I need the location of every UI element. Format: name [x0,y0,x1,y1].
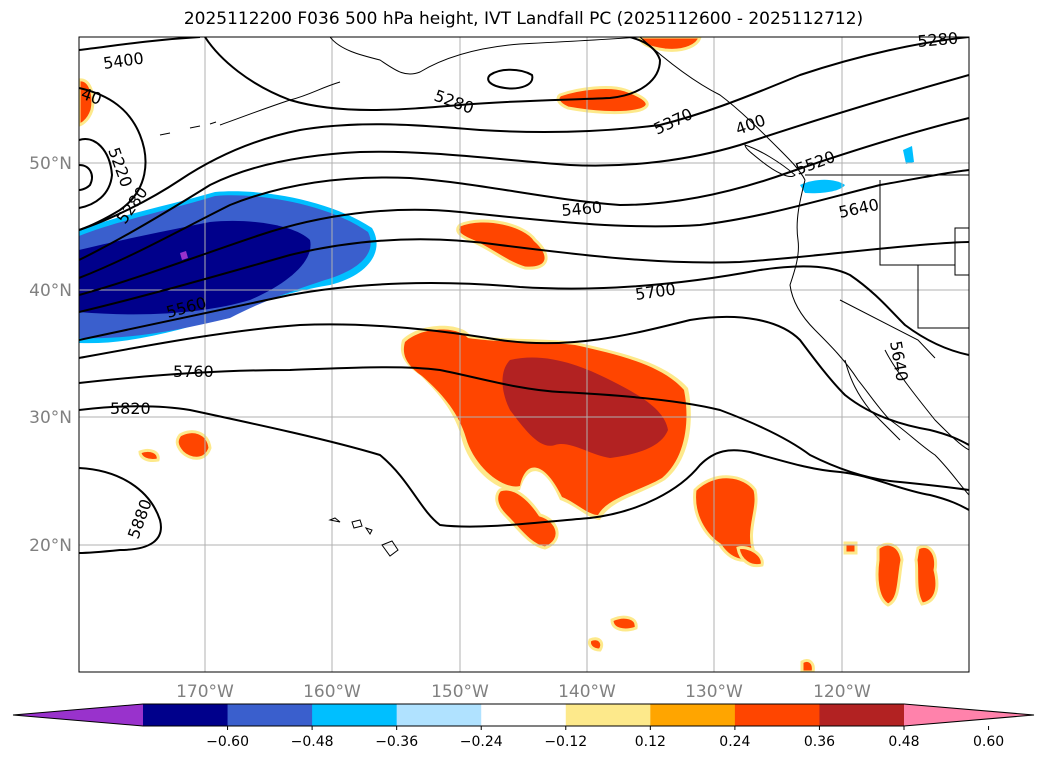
height-contours [79,37,969,554]
ivt-positive-patch [875,542,904,607]
ivt-positive-patch [138,448,160,462]
map-title: 2025112200 F036 500 hPa height, IVT Land… [183,9,864,29]
lon-label: 130°W [685,682,743,702]
ivt-negative-patch [800,179,845,194]
ivt-positive-patch [800,658,815,672]
colorbar-segment [734,704,820,726]
colorbar-segment [819,704,905,726]
lon-label: 160°W [303,682,361,702]
lon-labels: 170°W 160°W 150°W 140°W 130°W 120°W [176,682,871,702]
lat-label: 20°N [29,536,72,556]
colorbar-segment [650,704,736,726]
colorbar-segment [396,704,482,726]
lon-label: 150°W [431,682,489,702]
colorbar-tick-label: −0.36 [375,734,418,750]
ivt-positive-patch [495,487,559,550]
lon-label: 120°W [813,682,871,702]
colorbar-tick-label: 0.24 [719,734,750,750]
colorbar-tick-label: 0.36 [804,734,835,750]
colorbar-segment [227,704,313,726]
gridlines [79,37,969,672]
map-frame [78,36,970,673]
colorbar-extend-high [904,704,1034,726]
colorbar-segment [312,704,398,726]
ivt-positive-patch [610,615,638,632]
lat-label: 30°N [29,408,72,428]
colorbar-tick-label: −0.60 [206,734,249,750]
colorbar-outline [12,703,1035,727]
colorbar-tick-label: −0.12 [544,734,587,750]
colorbar-tick-label: 0.12 [635,734,666,750]
ivt-negative-purple-spot [180,251,188,260]
colorbar-extend-low [13,704,143,726]
lon-label: 140°W [558,682,616,702]
lat-labels: 50°N 40°N 30°N 20°N [29,154,72,556]
contour-label: 5460 [561,198,603,220]
contour-label: 5280 [917,29,959,51]
colorbar-tick-label: 0.60 [973,734,1004,750]
colorbar-tick-label: −0.24 [460,734,503,750]
colorbar-segment [565,704,651,726]
ivt-positive-patch [736,545,764,568]
ivt-positive-patch [588,637,604,652]
colorbar: −0.60 −0.48 −0.36 −0.24 −0.12 0.12 0.24 0.36 0.4… [12,703,1035,750]
lat-label: 50°N [29,154,72,174]
lon-label: 170°W [176,682,234,702]
colorbar-tick-label: 0.48 [888,734,919,750]
ivt-positive-patch [556,86,649,115]
colorbar-segment [481,704,567,726]
ivt-positive-patch [175,430,212,460]
lat-label: 40°N [29,281,72,301]
colorbar-tick-label: −0.48 [291,734,334,750]
contour-label: 5760 [173,362,214,381]
colorbar-segment [143,704,229,726]
ivt-positive-patch [914,545,939,606]
contour-label: 5820 [110,399,151,418]
ivt-negative-patch [903,146,914,164]
ivt-positive-dark-red-region [502,357,668,458]
ivt-negative-dark-region [79,220,311,315]
